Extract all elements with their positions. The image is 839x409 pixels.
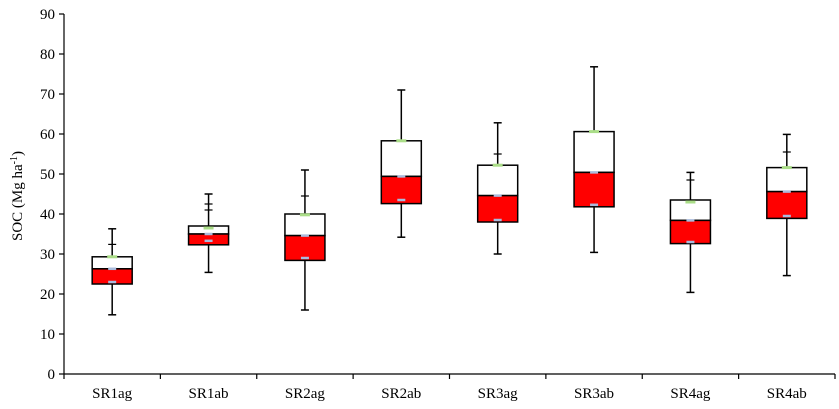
x-tick-label: SR1ab bbox=[189, 386, 229, 402]
lower-box bbox=[187, 233, 230, 246]
y-tick-label: 40 bbox=[40, 207, 55, 223]
y-tick-label: 0 bbox=[48, 367, 56, 383]
upper-box bbox=[476, 164, 519, 197]
x-tick-label: SR1ag bbox=[92, 386, 133, 402]
x-tick-label: SR4ag bbox=[670, 386, 711, 402]
y-tick-label: 80 bbox=[40, 47, 55, 63]
box-SR2ag bbox=[284, 169, 326, 311]
y-axis-title: SOC (Mg ha-1) bbox=[9, 151, 27, 241]
x-tick-label: SR4ab bbox=[767, 386, 807, 402]
x-tick-label: SR2ag bbox=[285, 386, 326, 402]
x-axis: SR1ag SR1ab SR2ag SR2ab SR3ag SR3ab SR4ag SR4ab bbox=[63, 373, 836, 402]
box-SR1ag bbox=[91, 228, 133, 316]
upper-box bbox=[91, 256, 133, 270]
box-series bbox=[91, 66, 808, 316]
y-tick-label: 70 bbox=[40, 87, 55, 103]
box-SR1ab bbox=[187, 193, 230, 274]
y-tick-label: 30 bbox=[40, 247, 55, 263]
x-tick-label: SR2ab bbox=[381, 386, 421, 402]
y-tick-label: 20 bbox=[40, 287, 55, 303]
upper-box bbox=[573, 130, 615, 174]
y-tick-label: 10 bbox=[40, 327, 55, 343]
y-axis: 0 10 20 30 40 50 60 70 80 90 bbox=[40, 7, 65, 383]
x-tick-label: SR3ab bbox=[574, 386, 614, 402]
box-SR3ab bbox=[573, 66, 615, 254]
lower-box bbox=[766, 190, 808, 220]
box-SR2ab bbox=[380, 89, 423, 238]
lower-box bbox=[669, 219, 712, 245]
lower-box bbox=[476, 194, 519, 223]
x-tick-label: SR3ag bbox=[478, 386, 519, 402]
box-SR4ag bbox=[669, 171, 712, 294]
upper-box bbox=[380, 140, 423, 178]
upper-box bbox=[284, 213, 326, 237]
box-SR4ab bbox=[766, 133, 808, 277]
lower-box bbox=[573, 171, 615, 208]
lower-box bbox=[284, 234, 326, 262]
box-SR3ag bbox=[476, 122, 519, 255]
y-tick-label: 60 bbox=[40, 127, 55, 143]
y-tick-label: 90 bbox=[40, 7, 55, 23]
y-tick-label: 50 bbox=[40, 167, 55, 183]
upper-box bbox=[766, 166, 808, 193]
